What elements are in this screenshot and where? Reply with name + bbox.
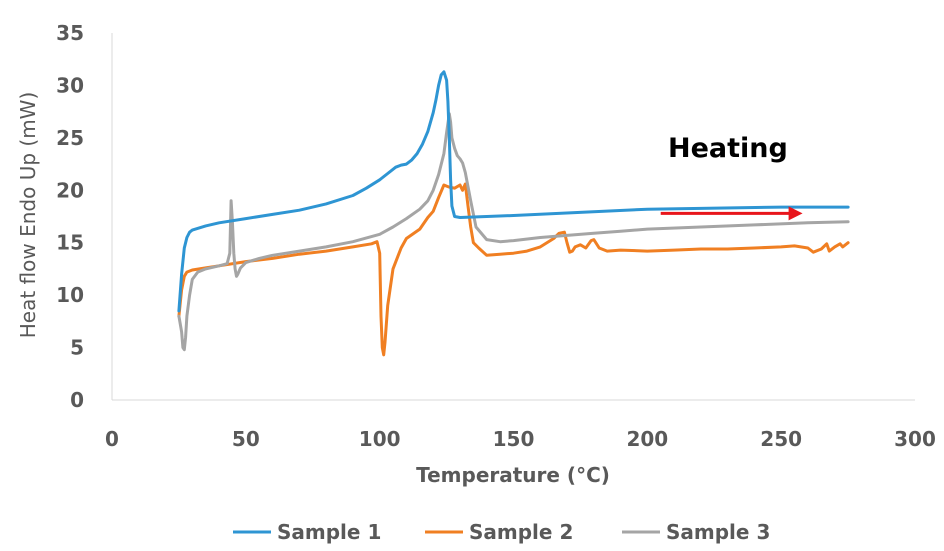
x-tick-label: 150: [493, 427, 535, 451]
heating-arrowhead: [788, 206, 803, 221]
y-tick-label: 20: [56, 178, 84, 202]
y-tick-label: 25: [56, 126, 84, 150]
y-axis-title: Heat flow Endo Up (mW): [16, 92, 40, 339]
legend-label-sample-1: Sample 1: [277, 520, 381, 544]
x-tick-label: 200: [626, 427, 668, 451]
y-tick-label: 30: [56, 73, 84, 97]
x-axis-title: Temperature (°C): [416, 463, 610, 487]
plot-area: [111, 33, 915, 401]
x-axis-ticks: 0 50 100 150 200 250 300: [105, 427, 936, 451]
legend-label-sample-3: Sample 3: [666, 520, 770, 544]
x-tick-label: 100: [359, 427, 401, 451]
legend-label-sample-2: Sample 2: [469, 520, 573, 544]
y-axis-ticks: 0 5 10 15 20 25 30 35: [56, 21, 84, 412]
legend: Sample 1 Sample 2 Sample 3: [233, 520, 770, 544]
series-line-sample-1: [177, 70, 850, 313]
y-tick-label: 5: [70, 336, 84, 360]
y-tick-label: 15: [56, 231, 84, 255]
series-lines: [177, 70, 850, 357]
series-line-sample-3: [177, 112, 850, 352]
x-tick-label: 300: [894, 427, 936, 451]
x-tick-label: 50: [232, 427, 260, 451]
heating-label: Heating: [668, 133, 788, 164]
heating-annotation: Heating: [660, 133, 803, 221]
x-tick-label: 0: [105, 427, 119, 451]
series-line-sample-2: [177, 182, 850, 357]
y-tick-label: 10: [56, 283, 84, 307]
y-tick-label: 35: [56, 21, 84, 45]
x-tick-label: 250: [760, 427, 802, 451]
y-tick-label: 0: [70, 388, 84, 412]
